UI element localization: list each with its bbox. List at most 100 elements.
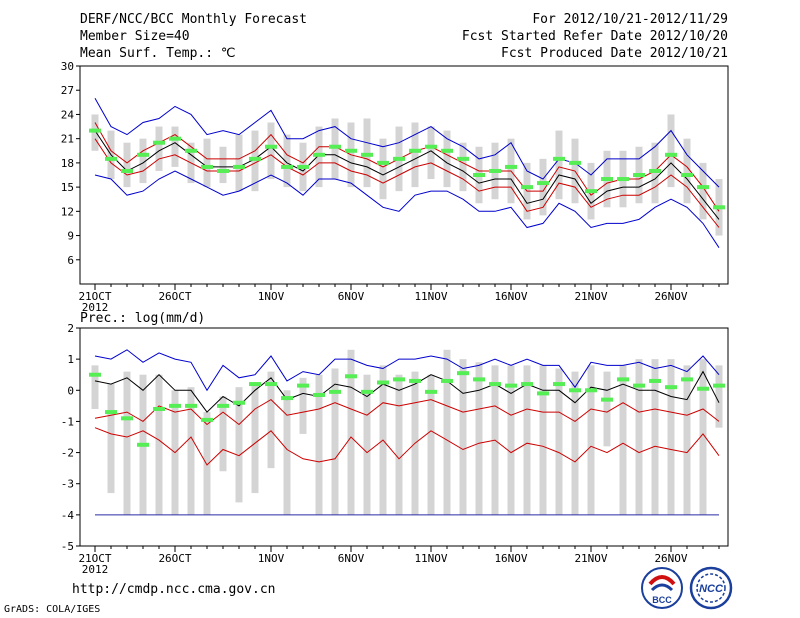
spread-box <box>587 365 595 515</box>
median-marker <box>361 389 373 394</box>
y-tick-label: 2 <box>67 322 74 335</box>
x-tick-label: 21NOV <box>574 552 607 565</box>
spread-box <box>667 114 675 188</box>
median-marker <box>649 378 661 383</box>
median-marker <box>313 392 325 397</box>
plot-frame <box>79 327 729 547</box>
spread-box <box>603 371 611 447</box>
y-tick-label: 0 <box>67 384 74 397</box>
y-tick-label: -3 <box>61 478 74 491</box>
y-tick-label: 24 <box>61 108 75 121</box>
series-line-upper <box>94 370 720 413</box>
spread-box <box>443 130 451 188</box>
median-marker <box>361 152 373 157</box>
variable-label: Mean Surf. Temp.: ℃ <box>80 46 236 61</box>
spread-box <box>379 138 387 200</box>
median-marker <box>585 189 597 194</box>
median-marker <box>345 148 357 153</box>
x-tick-label: 16NOV <box>494 290 527 303</box>
spread-box <box>107 384 115 494</box>
spread-box <box>667 359 675 515</box>
spread-box <box>427 126 435 180</box>
spread-box <box>475 362 483 515</box>
spread-box <box>299 377 307 434</box>
median-marker <box>233 164 245 169</box>
y-tick-label: 9 <box>67 230 74 243</box>
median-marker <box>233 400 245 405</box>
spread-box <box>571 371 579 515</box>
median-marker <box>617 177 629 182</box>
median-marker <box>489 168 501 173</box>
y-tick-label: -4 <box>61 509 75 522</box>
ncc-logo: NCC <box>689 566 733 610</box>
series-line-min <box>94 170 720 248</box>
y-tick-label: 18 <box>61 157 74 170</box>
median-marker <box>569 388 581 393</box>
median-marker <box>345 374 357 379</box>
spread-box <box>155 374 163 515</box>
spread-box <box>219 146 227 184</box>
median-marker <box>201 417 213 422</box>
spread-box <box>539 158 547 216</box>
y-tick-label: -1 <box>61 415 74 428</box>
median-marker <box>409 148 421 153</box>
median-marker <box>601 177 613 182</box>
median-marker <box>249 156 261 161</box>
spread-box <box>235 134 243 192</box>
median-marker <box>649 168 661 173</box>
series-line-lower <box>94 427 720 466</box>
x-tick-year: 2012 <box>82 301 109 314</box>
x-tick-label: 11NOV <box>414 552 447 565</box>
x-tick-label: 6NOV <box>338 552 365 565</box>
x-tick-label: 1NOV <box>258 290 285 303</box>
median-marker <box>121 416 133 421</box>
median-marker <box>441 148 453 153</box>
median-marker <box>665 152 677 157</box>
median-marker <box>265 382 277 387</box>
median-marker <box>105 156 117 161</box>
spread-box <box>267 122 275 180</box>
median-marker <box>265 144 277 149</box>
median-marker <box>505 383 517 388</box>
x-tick-label: 21OCT <box>78 552 111 565</box>
spread-box <box>715 365 723 428</box>
median-marker <box>217 168 229 173</box>
y-tick-label: 6 <box>67 254 74 267</box>
median-marker <box>185 148 197 153</box>
median-marker <box>329 144 341 149</box>
grads-credit: GrADS: COLA/IGES <box>4 604 101 615</box>
median-marker <box>473 377 485 382</box>
x-tick-label: 1NOV <box>258 552 285 565</box>
spread-box <box>251 130 259 192</box>
spread-box <box>523 365 531 515</box>
series-line-max <box>94 98 720 188</box>
median-marker <box>553 156 565 161</box>
median-marker <box>537 391 549 396</box>
median-marker <box>377 380 389 385</box>
forecast-produced-date: Fcst Produced Date 2012/10/21 <box>501 46 728 61</box>
median-marker <box>457 156 469 161</box>
series-line-max <box>94 349 720 392</box>
x-tick-label: 21NOV <box>574 290 607 303</box>
spread-box <box>555 368 563 515</box>
spread-box <box>283 390 291 515</box>
spread-box <box>427 374 435 515</box>
median-marker <box>473 173 485 177</box>
median-marker <box>633 383 645 388</box>
median-marker <box>137 442 149 447</box>
source-url[interactable]: http://cmdp.ncc.cma.gov.cn <box>72 582 276 597</box>
forecast-period: For 2012/10/21-2012/11/29 <box>532 12 728 27</box>
median-marker <box>313 152 325 157</box>
y-tick-label: -5 <box>61 540 74 553</box>
median-marker <box>105 410 117 415</box>
spread-box <box>363 374 371 515</box>
median-marker <box>569 160 581 165</box>
y-tick-label: 15 <box>61 181 74 194</box>
median-marker <box>713 383 725 388</box>
x-tick-label: 26OCT <box>158 290 191 303</box>
spread-box <box>283 134 291 188</box>
median-marker <box>553 382 565 387</box>
